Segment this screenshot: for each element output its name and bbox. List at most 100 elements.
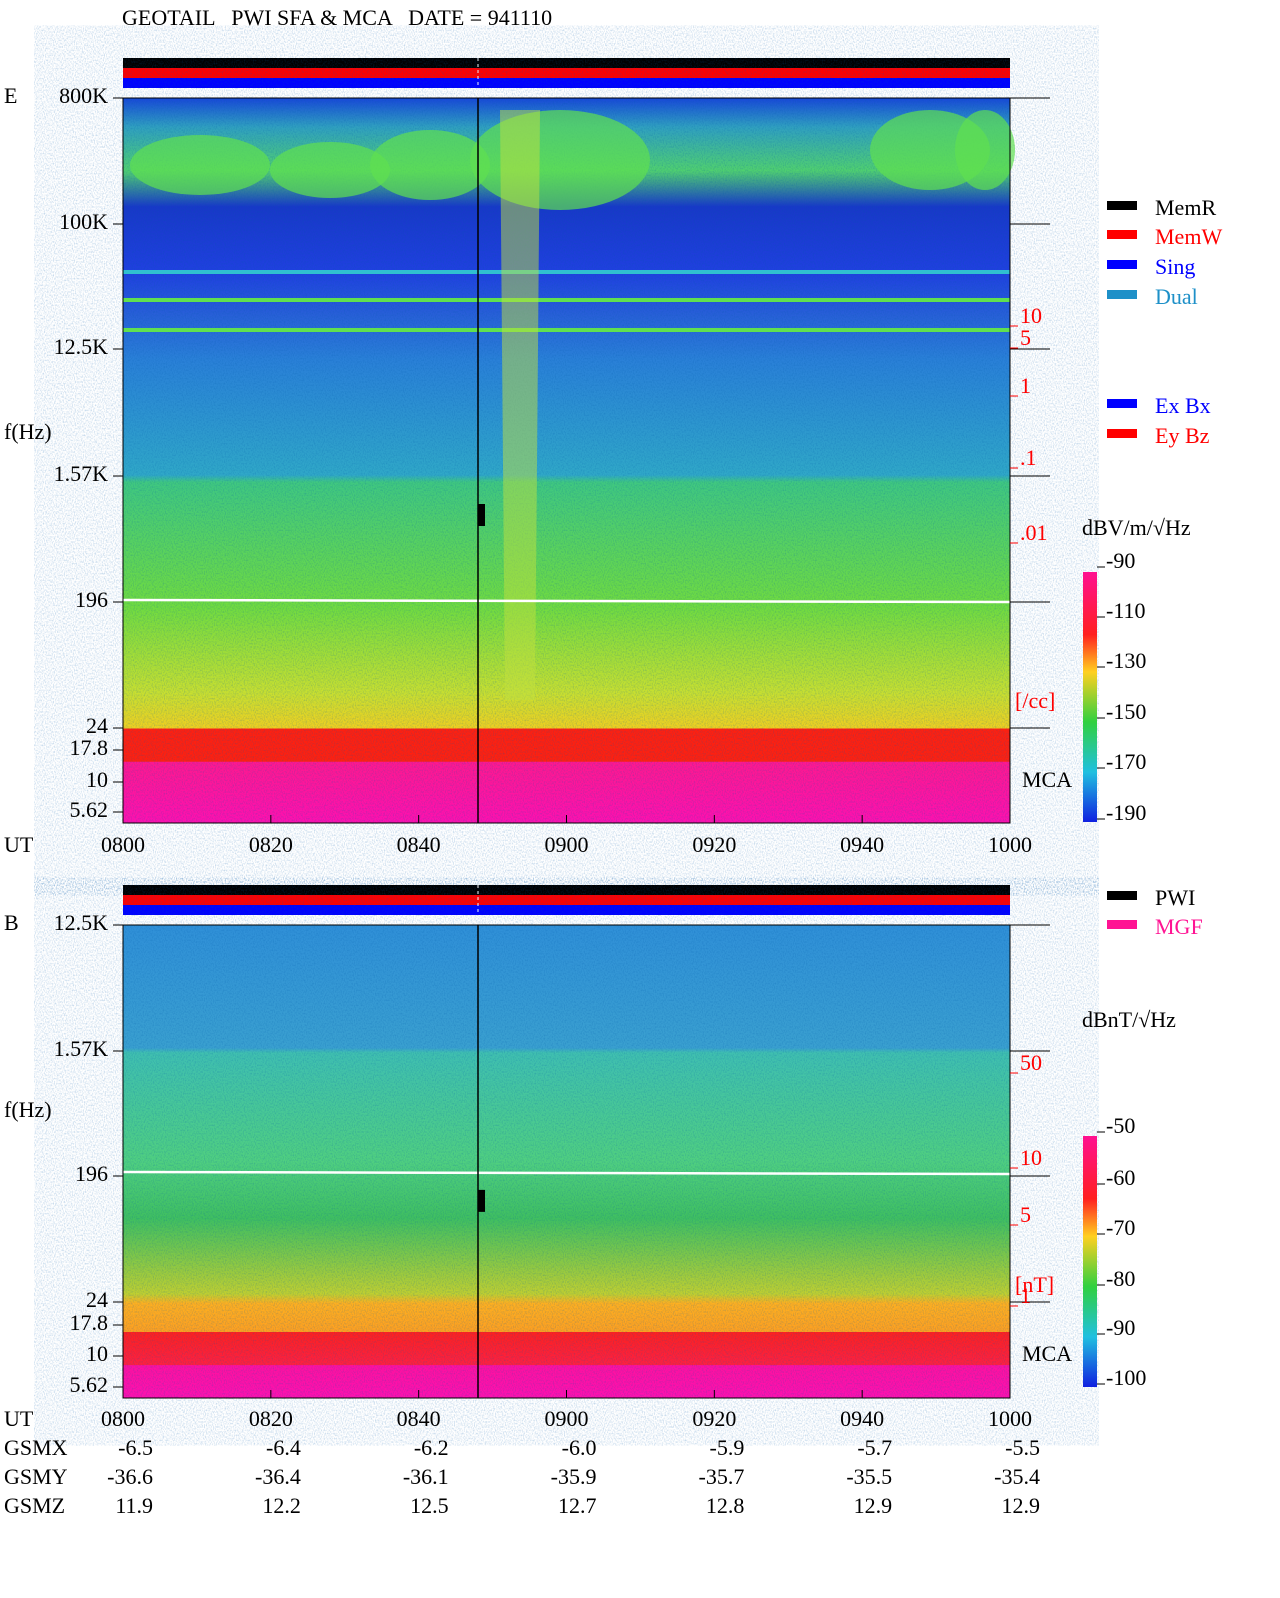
ephemeris-name: GSMY: [4, 1464, 68, 1489]
ephemeris-name: GSMZ: [4, 1493, 65, 1518]
freq-tick-label: 1.57K: [54, 461, 109, 486]
freq-tick-label: 5.62: [70, 1372, 109, 1397]
legend-label: MemR: [1155, 195, 1216, 220]
freq-tick-label: 17.8: [70, 735, 109, 760]
density-tick-label: 5: [1020, 1202, 1031, 1227]
legend-swatch: [1107, 230, 1137, 239]
ephemeris-value: -5.9: [710, 1435, 745, 1460]
axis-label: f(Hz): [4, 1097, 52, 1122]
plasma-line: [122, 598, 1011, 604]
freq-tick-label: 12.5K: [54, 334, 109, 359]
status-bar-memr: [123, 885, 1010, 895]
legend-label: PWI: [1155, 885, 1195, 910]
time-tick-label: 0940: [840, 1406, 884, 1431]
ephemeris-value: -5.7: [857, 1435, 892, 1460]
freq-tick-label: 196: [75, 1161, 108, 1186]
ephemeris-value: 12.7: [558, 1493, 597, 1518]
colorbar: [1083, 1136, 1097, 1387]
legend-swatch: [1107, 260, 1137, 269]
freq-tick-label: 12.5K: [54, 910, 109, 935]
freq-tick-label: 17.8: [70, 1310, 109, 1335]
legend-swatch: [1107, 399, 1137, 408]
status-bar-mode: [123, 905, 1010, 915]
freq-tick-label: 10: [86, 767, 108, 792]
ephemeris-value: -6.2: [414, 1435, 449, 1460]
status-bar-mode: [123, 78, 1010, 88]
title: GEOTAIL PWI SFA & MCA DATE = 941110: [122, 5, 552, 30]
time-tick-label: 1000: [988, 832, 1032, 857]
panel-label: B: [4, 910, 19, 935]
spectrogram-noise: [123, 925, 1010, 1398]
status-bar-memw: [123, 895, 1010, 905]
colorbar-tick-label: -110: [1106, 598, 1146, 623]
mca-label: MCA: [1022, 1341, 1072, 1366]
emission-cloud: [270, 142, 390, 198]
ephemeris-value: 12.5: [410, 1493, 449, 1518]
freq-tick-label: 196: [75, 587, 108, 612]
legend-swatch: [1107, 429, 1137, 438]
time-tick-label: 0800: [101, 832, 145, 857]
time-tick-label: 0800: [101, 1406, 145, 1431]
ephemeris-value: -36.6: [107, 1464, 153, 1489]
legend-swatch: [1107, 920, 1137, 929]
colorbar-tick-label: -170: [1106, 749, 1146, 774]
status-bar-memr: [123, 58, 1010, 68]
ephemeris-value: 12.2: [262, 1493, 301, 1518]
legend-label: Dual: [1155, 284, 1198, 309]
freq-tick-label: 24: [86, 1287, 108, 1312]
colorbar-tick-label: -50: [1106, 1113, 1135, 1138]
legend-label: Ey Bz: [1155, 423, 1210, 448]
time-tick-label: 0900: [545, 832, 589, 857]
colorbar-tick-label: -70: [1106, 1215, 1135, 1240]
density-tick-label: .1: [1020, 445, 1037, 470]
colorbar-tick-label: -80: [1106, 1266, 1135, 1291]
freq-tick-label: 5.62: [70, 797, 109, 822]
colorbar-tick-label: -190: [1106, 800, 1146, 825]
time-tick-label: 0820: [249, 832, 293, 857]
legend-label: Sing: [1155, 254, 1195, 279]
density-tick-label: 50: [1020, 1050, 1042, 1075]
ephemeris-value: 12.9: [1002, 1493, 1041, 1518]
colorbar: [1083, 572, 1097, 822]
time-label: UT: [4, 832, 34, 857]
ephemeris-value: -36.1: [403, 1464, 449, 1489]
freq-tick-label: 100K: [59, 209, 108, 234]
ephemeris-value: 12.9: [854, 1493, 893, 1518]
freq-tick-label: 10: [86, 1341, 108, 1366]
colorbar-tick-label: -90: [1106, 548, 1135, 573]
axis-label: f(Hz): [4, 419, 52, 444]
density-unit: [/cc]: [1015, 688, 1055, 713]
colorbar-tick-label: -100: [1106, 1365, 1146, 1390]
time-label: UT: [4, 1406, 34, 1431]
time-tick-label: 0920: [692, 1406, 736, 1431]
ephemeris-value: -35.5: [846, 1464, 892, 1489]
data-gap: [478, 1189, 485, 1212]
legend-swatch: [1107, 891, 1137, 900]
ephemeris-name: GSMX: [4, 1435, 68, 1460]
time-tick-label: 0920: [692, 832, 736, 857]
freq-tick-label: 800K: [59, 83, 108, 108]
legend-label: MGF: [1155, 914, 1203, 939]
time-tick-label: 0840: [397, 1406, 441, 1431]
ephemeris-value: -6.0: [562, 1435, 597, 1460]
legend-swatch: [1107, 201, 1137, 210]
ephemeris-value: -35.9: [551, 1464, 597, 1489]
time-tick-label: 1000: [988, 1406, 1032, 1431]
time-tick-label: 0820: [249, 1406, 293, 1431]
spectrogram-noise: [123, 98, 1010, 823]
legend-label: MemW: [1155, 224, 1222, 249]
colorbar-unit: dBnT/√Hz: [1082, 1007, 1176, 1032]
ephemeris-value: 11.9: [115, 1493, 153, 1518]
freq-tick-label: 24: [86, 713, 108, 738]
colorbar-tick-label: -90: [1106, 1315, 1135, 1340]
legend-label: Ex Bx: [1155, 393, 1211, 418]
density-tick-label: 10: [1020, 1145, 1042, 1170]
time-tick-label: 0940: [840, 832, 884, 857]
emission-cloud: [370, 130, 490, 200]
ephemeris-value: -6.5: [118, 1435, 153, 1460]
colorbar-tick-label: -150: [1106, 699, 1146, 724]
ephemeris-value: -5.5: [1005, 1435, 1040, 1460]
time-tick-label: 0840: [397, 832, 441, 857]
ephemeris-value: -35.7: [699, 1464, 745, 1489]
